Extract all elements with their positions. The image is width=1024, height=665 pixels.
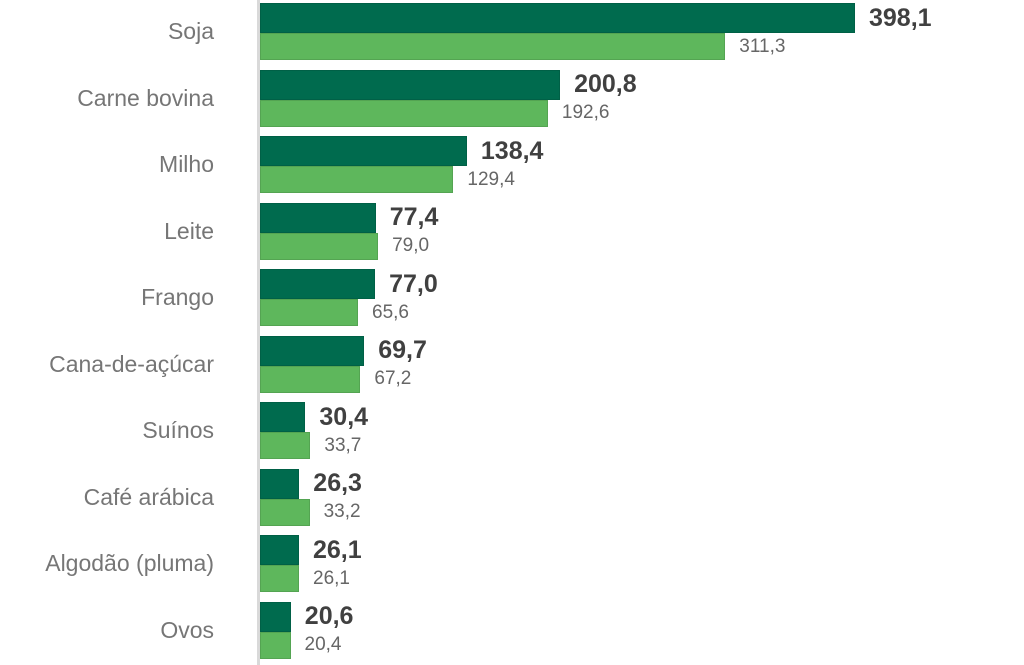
bar-line-dark-green: 30,4: [260, 402, 1024, 432]
value-label-dark-green: 200,8: [574, 70, 637, 98]
category-label: Suínos: [142, 417, 214, 443]
value-label-dark-green: 26,1: [313, 535, 362, 564]
value-label-light-green: 79,0: [392, 235, 430, 256]
bar-line-dark-green: 20,6: [260, 601, 1024, 632]
bar-light-green: [260, 498, 310, 526]
bar-light-green: [260, 33, 726, 60]
chart-row: Cana-de-açúcar 69,7 67,2: [0, 333, 1024, 400]
chart-row: Soja 398,1 311,3: [0, 0, 1024, 67]
bar-line-light-green: 311,3: [260, 33, 1024, 60]
bar-line-light-green: 33,2: [260, 498, 1024, 526]
bar-dark-green: [260, 601, 291, 632]
bars-area: 77,0 65,6: [236, 269, 1024, 326]
category-label: Ovos: [160, 616, 214, 643]
chart-row: Carne bovina 200,8 192,6: [0, 67, 1024, 134]
chart-row: Café arábica 26,3 33,2: [0, 466, 1024, 533]
bar-dark-green: [260, 402, 306, 432]
bar-line-dark-green: 77,0: [260, 269, 1024, 299]
category-label: Leite: [164, 217, 214, 244]
bar-line-light-green: 33,7: [260, 432, 1024, 459]
bar-line-dark-green: 398,1: [260, 3, 1024, 33]
bar-line-dark-green: 138,4: [260, 136, 1024, 166]
bar-line-light-green: 65,6: [260, 299, 1024, 326]
bar-dark-green: [260, 535, 299, 565]
value-label-light-green: 33,7: [324, 434, 362, 456]
bar-light-green: [260, 432, 311, 459]
bar-dark-green: [260, 202, 376, 233]
chart-row: Ovos 20,6 20,4: [0, 599, 1024, 665]
category-label: Algodão (pluma): [45, 550, 214, 576]
value-label-light-green: 311,3: [739, 35, 786, 57]
value-label-dark-green: 398,1: [869, 3, 932, 32]
bar-light-green: [260, 365, 361, 393]
bar-light-green: [260, 99, 548, 127]
bars-area: 26,3 33,2: [236, 468, 1024, 526]
bar-line-light-green: 67,2: [260, 365, 1024, 393]
value-label-dark-green: 138,4: [480, 136, 544, 165]
bar-dark-green: [260, 69, 561, 100]
value-label-dark-green: 26,3: [313, 469, 362, 497]
chart-row: Algodão (pluma) 26,1 26,1: [0, 532, 1024, 599]
value-label-light-green: 192,6: [561, 102, 610, 123]
value-label-light-green: 67,2: [374, 368, 412, 389]
value-label-dark-green: 77,4: [389, 203, 439, 231]
value-label-dark-green: 20,6: [304, 602, 354, 630]
category-label: Café arábica: [83, 483, 214, 510]
bar-light-green: [260, 299, 358, 326]
bar-line-light-green: 129,4: [260, 166, 1024, 193]
category-label: Soja: [167, 18, 214, 44]
bar-dark-green: [260, 3, 855, 33]
bar-line-light-green: 79,0: [260, 232, 1024, 260]
chart-row: Milho 138,4 129,4: [0, 133, 1024, 200]
bar-line-dark-green: 26,3: [260, 468, 1024, 499]
bar-line-dark-green: 69,7: [260, 335, 1024, 366]
bar-dark-green: [260, 136, 467, 166]
chart-row: Frango 77,0 65,6: [0, 266, 1024, 333]
value-label-light-green: 65,6: [372, 301, 409, 323]
bar-line-light-green: 20,4: [260, 631, 1024, 659]
bar-dark-green: [260, 335, 365, 366]
value-label-dark-green: 77,0: [389, 269, 438, 298]
bars-area: 20,6 20,4: [236, 601, 1024, 659]
bars-area: 77,4 79,0: [236, 202, 1024, 260]
category-label: Frango: [141, 284, 214, 310]
bar-dark-green: [260, 269, 376, 299]
bars-area: 69,7 67,2: [236, 335, 1024, 393]
chart-row: Leite 77,4 79,0: [0, 200, 1024, 267]
bar-dark-green: [260, 468, 300, 499]
category-label: Milho: [159, 151, 214, 177]
value-label-light-green: 26,1: [313, 567, 350, 589]
bar-line-light-green: 192,6: [260, 99, 1024, 127]
bar-light-green: [260, 565, 299, 592]
category-label: Carne bovina: [77, 84, 214, 111]
bar-line-light-green: 26,1: [260, 565, 1024, 592]
bars-area: 398,1 311,3: [236, 3, 1024, 60]
value-label-dark-green: 30,4: [319, 402, 369, 431]
y-axis-line: [257, 0, 260, 665]
bars-area: 26,1 26,1: [236, 535, 1024, 592]
category-label: Cana-de-açúcar: [49, 350, 214, 377]
bars-area: 200,8 192,6: [236, 69, 1024, 127]
value-label-light-green: 129,4: [467, 168, 515, 190]
bar-light-green: [260, 166, 454, 193]
bar-light-green: [260, 631, 291, 659]
bar-line-dark-green: 26,1: [260, 535, 1024, 565]
value-label-light-green: 33,2: [323, 501, 361, 522]
bars-area: 138,4 129,4: [236, 136, 1024, 193]
bar-light-green: [260, 232, 379, 260]
bar-line-dark-green: 200,8: [260, 69, 1024, 100]
value-label-light-green: 20,4: [304, 634, 342, 655]
chart-row: Suínos 30,4 33,7: [0, 399, 1024, 466]
bar-line-dark-green: 77,4: [260, 202, 1024, 233]
bars-area: 30,4 33,7: [236, 402, 1024, 459]
value-label-dark-green: 69,7: [378, 336, 427, 364]
